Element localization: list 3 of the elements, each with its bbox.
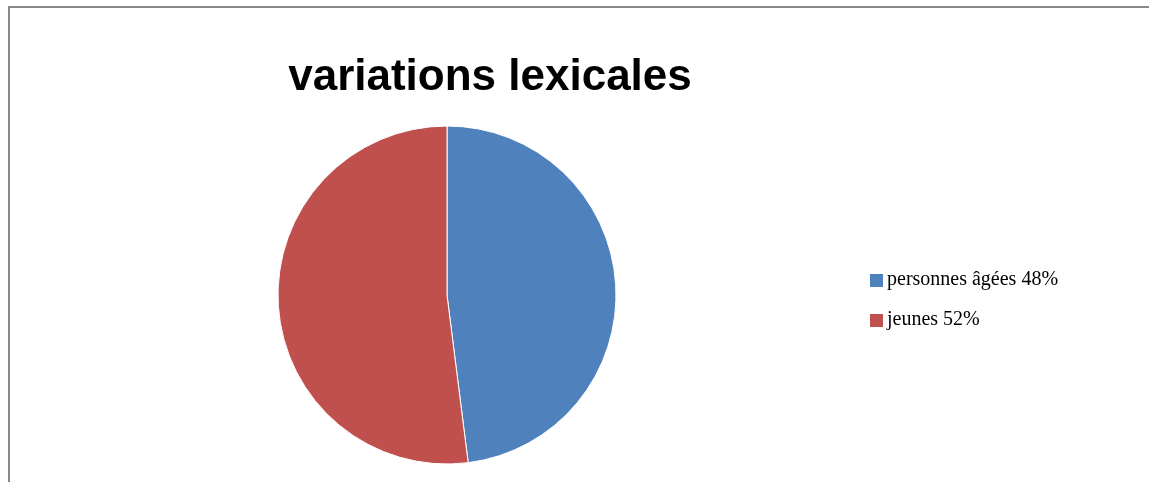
legend-label: jeunes 52%	[887, 307, 980, 329]
legend-label: personnes âgées 48%	[887, 267, 1059, 289]
chart-title: variations lexicales	[288, 49, 692, 99]
